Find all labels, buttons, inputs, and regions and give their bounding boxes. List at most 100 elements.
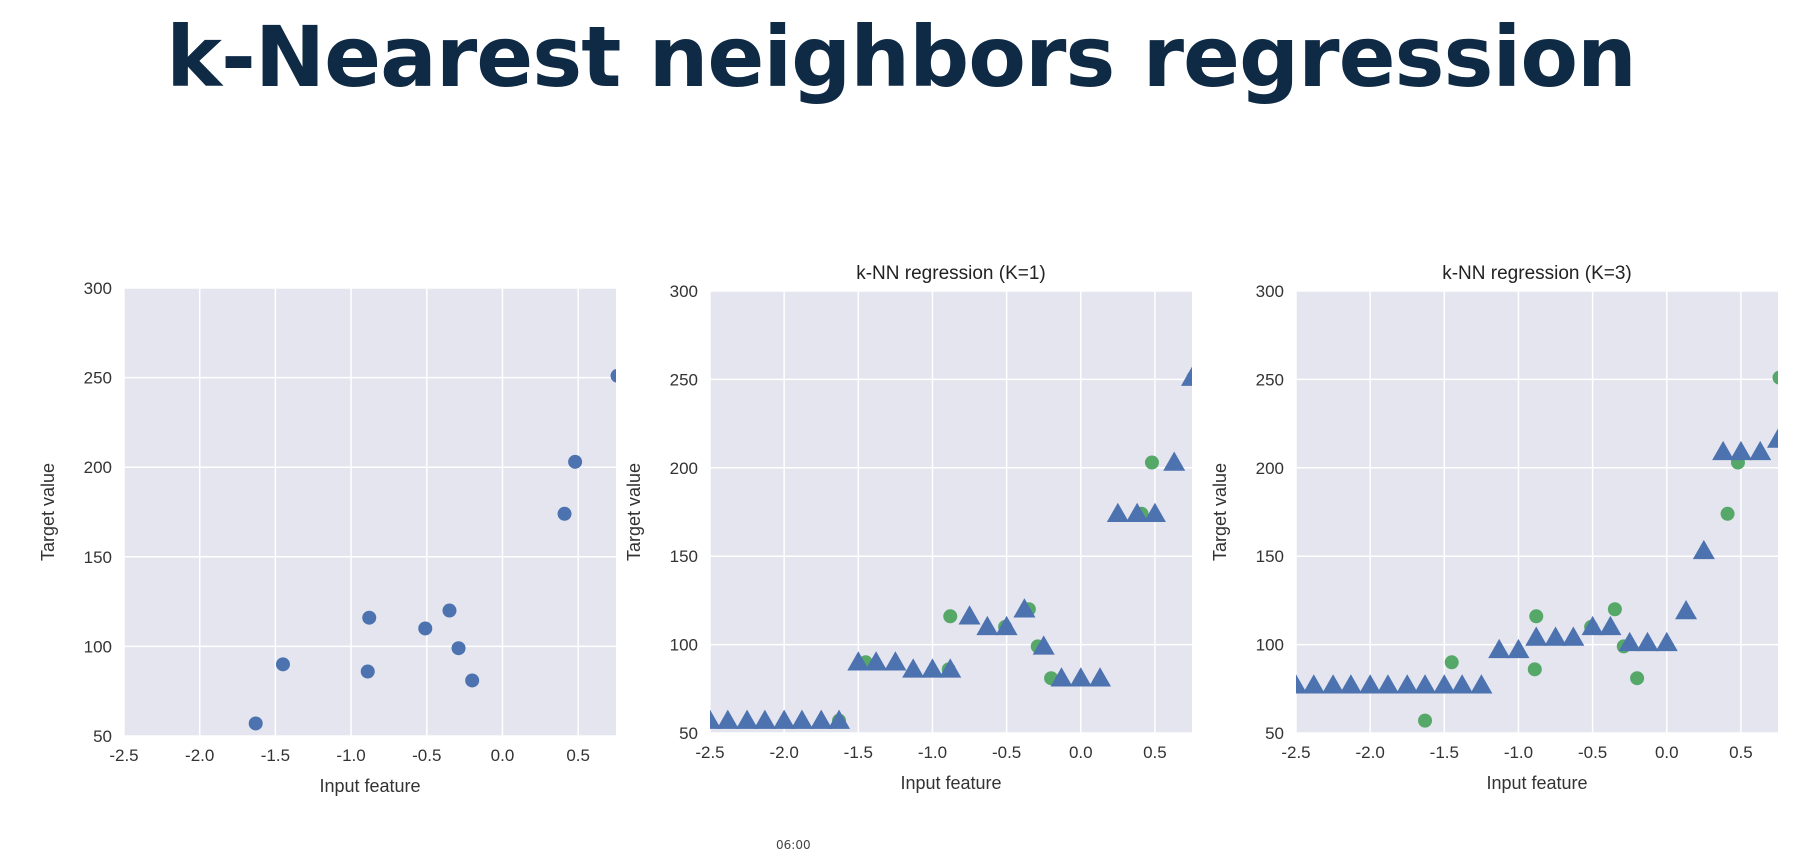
chart-1: -2.5 -2.0 -1.5 -1.0 -0.5 0.0 0.5 50 100 150 200 250…	[38, 279, 616, 796]
prediction-triangle	[1767, 428, 1778, 448]
x-tick-label: 0.0	[491, 746, 515, 765]
prediction-triangle	[1581, 615, 1604, 636]
prediction-triangle	[958, 605, 981, 625]
x-tick-label: -2.0	[185, 746, 214, 765]
y-tick-label: 250	[84, 369, 112, 388]
x-tick-label: -1.5	[844, 743, 873, 762]
prediction-triangle	[1396, 674, 1419, 694]
x-tick-label: -0.5	[992, 743, 1021, 762]
prediction-triangle	[1675, 600, 1698, 620]
x-tick-label: -1.5	[261, 746, 290, 765]
video-timestamp: 06:00	[776, 838, 811, 852]
data-point	[557, 506, 572, 521]
prediction-triangle	[710, 709, 721, 729]
prediction-triangle	[902, 658, 925, 678]
data-point	[1527, 662, 1542, 677]
x-tick-label: -1.0	[918, 743, 947, 762]
prediction-triangle	[1106, 502, 1129, 523]
data-point	[943, 609, 958, 624]
plot-background	[124, 288, 616, 736]
prediction-triangle	[1181, 366, 1192, 386]
prediction-triangle	[976, 615, 999, 636]
x-tick-label: -2.5	[695, 743, 724, 762]
y-tick-label: 300	[670, 282, 698, 301]
chart-3: -2.5 -2.0 -1.5 -1.0 -0.5 0.0 0.5 50 100 150 200 250…	[1210, 263, 1778, 793]
y-tick-label: 50	[93, 727, 112, 746]
prediction-triangle	[1322, 674, 1345, 694]
y-axis-label: Target value	[624, 463, 644, 561]
y-tick-label: 100	[1256, 636, 1284, 655]
data-point	[1630, 671, 1645, 686]
x-tick-label: 0.5	[1729, 743, 1753, 762]
data-point	[360, 664, 375, 679]
x-tick-label: -0.5	[1578, 743, 1607, 762]
prediction-triangle	[884, 651, 907, 671]
data-point	[1418, 713, 1433, 728]
data-point	[1444, 655, 1459, 670]
prediction-triangle	[1636, 631, 1659, 652]
prediction-triangle	[1143, 502, 1166, 523]
data-point	[1144, 455, 1159, 470]
data-point	[1607, 602, 1622, 617]
y-axis-label: Target value	[38, 463, 58, 561]
data-point	[418, 621, 433, 636]
x-tick-label: -2.5	[109, 746, 138, 765]
data-marks	[710, 366, 1192, 729]
x-axis-label: Input feature	[900, 773, 1001, 793]
prediction-triangle	[1050, 667, 1073, 687]
data-point	[248, 716, 263, 731]
data-point	[1529, 609, 1544, 624]
chart-2: -2.5 -2.0 -1.5 -1.0 -0.5 0.0 0.5 50 100 150 200 250…	[624, 263, 1192, 793]
prediction-triangle	[939, 658, 962, 678]
prediction-triangle	[1507, 638, 1530, 659]
prediction-triangle	[1433, 674, 1456, 694]
prediction-triangle	[1359, 674, 1382, 694]
prediction-triangle	[1414, 674, 1437, 694]
prediction-triangle	[753, 709, 776, 729]
prediction-triangle	[1729, 440, 1752, 461]
y-tick-label: 250	[670, 370, 698, 389]
y-tick-label: 50	[1265, 724, 1284, 743]
x-tick-label: -1.5	[1430, 743, 1459, 762]
y-tick-label: 200	[1256, 459, 1284, 478]
prediction-triangle	[1126, 502, 1149, 523]
data-point	[568, 454, 583, 469]
prediction-triangle	[1488, 638, 1511, 659]
slide-title: k-Nearest neighbors regression	[166, 8, 1637, 106]
y-tick-label: 50	[679, 724, 698, 743]
prediction-triangle	[1525, 626, 1548, 646]
y-tick-label: 250	[1256, 370, 1284, 389]
prediction-triangle	[828, 709, 851, 729]
prediction-triangle	[716, 709, 739, 729]
data-point	[451, 641, 466, 656]
y-tick-label: 150	[1256, 547, 1284, 566]
plot-background	[1296, 291, 1778, 733]
prediction-triangle	[1376, 674, 1399, 694]
chart-title: k-NN regression (K=3)	[1442, 263, 1632, 284]
data-point	[362, 610, 377, 625]
prediction-triangle	[1618, 631, 1641, 652]
data-marks	[248, 368, 616, 731]
prediction-triangle	[1692, 539, 1715, 560]
prediction-triangle	[1655, 631, 1678, 652]
prediction-triangle	[810, 709, 833, 729]
x-tick-label: 0.5	[1143, 743, 1167, 762]
prediction-triangle	[865, 651, 888, 671]
x-axis-label: Input feature	[1486, 773, 1587, 793]
prediction-triangle	[1451, 674, 1474, 694]
x-tick-label: -0.5	[412, 746, 441, 765]
data-marks	[1296, 370, 1778, 728]
x-tick-label: 0.0	[1655, 743, 1679, 762]
prediction-triangle	[1562, 626, 1585, 646]
x-tick-label: 0.0	[1069, 743, 1093, 762]
x-tick-label: 0.5	[566, 746, 590, 765]
y-tick-label: 200	[84, 458, 112, 477]
prediction-triangle	[736, 709, 759, 729]
x-tick-label: -2.0	[770, 743, 799, 762]
x-tick-label: -2.5	[1281, 743, 1310, 762]
plot-background	[710, 291, 1192, 733]
prediction-triangle	[1296, 674, 1307, 694]
prediction-triangle	[1544, 626, 1567, 646]
y-tick-label: 150	[670, 547, 698, 566]
